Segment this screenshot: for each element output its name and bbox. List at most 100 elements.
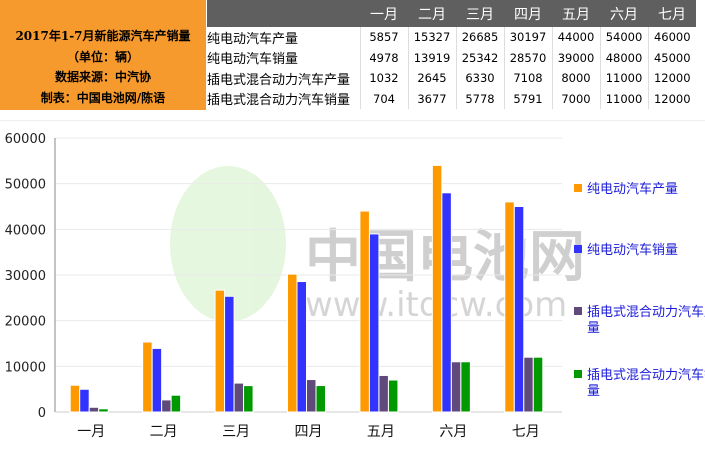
bar: [88, 406, 100, 413]
bar: [431, 164, 443, 413]
row-label: 纯电动汽车产量: [207, 31, 299, 47]
table-header-month: 五月: [552, 0, 600, 27]
table-cell: 48000: [599, 47, 648, 68]
table-cell: 46000: [647, 27, 696, 48]
table-cell: 1032: [359, 68, 408, 89]
table-cell: 704: [359, 88, 408, 109]
info-unit: （单位：辆）: [66, 49, 139, 64]
table-row: 纯电动汽车销量 4978 13919 25342 28570 39000 48000 4500…: [207, 47, 696, 68]
table-cell: 30197: [503, 27, 552, 48]
table-cell: 12000: [647, 88, 696, 109]
info-maker: 制表：中国电池网/陈语: [40, 90, 166, 105]
table-row: 插电式混合动力汽车产量 1032 2645 6330 7108 8000 11000 1200…: [207, 68, 696, 89]
table-header-month: 七月: [648, 0, 696, 27]
y-tick-label: 10000: [5, 360, 46, 375]
info-title: 2017年1-7月新能源汽车产销量: [15, 29, 191, 43]
y-tick-label: 50000: [5, 178, 46, 193]
bar: [170, 394, 182, 413]
table-cell: 26685: [455, 27, 504, 48]
legend-label: 纯电动汽车产量: [587, 181, 678, 197]
legend-swatch: [574, 370, 582, 378]
bar: [450, 361, 462, 413]
table-cell: 5857: [359, 27, 408, 48]
bar: [161, 399, 172, 413]
bar: [460, 361, 471, 413]
bar: [315, 385, 326, 413]
row-label: 插电式混合动力汽车销量: [207, 93, 351, 109]
table-cell: 2645: [407, 68, 456, 89]
bar: [532, 356, 544, 413]
legend-swatch: [574, 245, 582, 253]
table-header-month: 三月: [456, 0, 504, 27]
table-cell: 6330: [455, 68, 504, 89]
x-tick-label: 二月: [150, 424, 178, 440]
table-cell: 44000: [551, 27, 600, 48]
bar: [378, 374, 389, 413]
x-tick-label: 四月: [295, 424, 323, 440]
legend-swatch: [574, 307, 582, 315]
legend-label: 纯电动汽车销量: [587, 242, 678, 258]
bar: [513, 206, 525, 413]
legend-label: 插电式混合动力汽车销量: [587, 367, 705, 399]
x-tick-label: 七月: [512, 424, 540, 440]
table-cell: 5778: [455, 88, 504, 109]
table-cell: 3677: [407, 88, 456, 109]
bar: [69, 384, 81, 413]
bar: [296, 281, 307, 413]
table-cell: 39000: [551, 47, 600, 68]
y-tick-label: 60000: [5, 132, 46, 147]
x-tick-label: 三月: [222, 424, 250, 440]
bar: [368, 233, 380, 413]
table-cell: 45000: [647, 47, 696, 68]
row-label: 插电式混合动力汽车产量: [207, 72, 351, 88]
table-cell: 13919: [407, 47, 456, 68]
table-header-month: 四月: [504, 0, 552, 27]
bar: [441, 192, 452, 413]
bar: [359, 210, 370, 413]
bar-chart: 中国电池网 www.itdcw.com 01000020000300004000…: [0, 120, 705, 440]
table-header-month: 一月: [360, 0, 408, 27]
table-cell: 4978: [359, 47, 408, 68]
table-cell: 28570: [503, 47, 552, 68]
watermark-logo-icon: [170, 166, 286, 322]
y-tick-label: 0: [38, 406, 46, 421]
x-tick-label: 一月: [77, 424, 105, 440]
info-source: 数据来源：中汽协: [54, 70, 151, 84]
table-header-month: 二月: [408, 0, 456, 27]
bar: [79, 388, 90, 413]
table-cell: 8000: [551, 68, 600, 89]
data-table: 一月 二月 三月 四月 五月 六月 七月纯电动汽车产量 5857 15327 26685 30197…: [207, 0, 696, 109]
x-tick-label: 六月: [439, 424, 467, 440]
table-cell: 7108: [503, 68, 552, 89]
bar: [243, 385, 254, 413]
table-cell: 11000: [599, 68, 648, 89]
table-cell: 11000: [599, 88, 648, 109]
bar: [306, 379, 317, 413]
bar: [504, 201, 515, 413]
table-cell: 12000: [647, 68, 696, 89]
table-cell: 5791: [503, 88, 552, 109]
y-tick-label: 30000: [5, 269, 46, 284]
bar: [233, 382, 245, 413]
table-cell: 7000: [551, 88, 600, 109]
y-tick-label: 20000: [5, 315, 46, 330]
table-row: 插电式混合动力汽车销量 704 3677 5778 5791 7000 11000 12000: [207, 88, 696, 109]
bar: [287, 273, 298, 413]
x-tick-label: 五月: [367, 424, 395, 440]
bar: [142, 341, 153, 413]
bar: [224, 295, 235, 413]
info-panel: 2017年1-7月新能源汽车产销量 （单位：辆） 数据来源：中汽协 制表：中国电…: [0, 0, 206, 110]
table-header-month: 六月: [600, 0, 648, 27]
row-label: 纯电动汽车销量: [207, 52, 299, 68]
bar: [387, 379, 399, 413]
y-tick-label: 40000: [5, 223, 46, 238]
bar: [523, 356, 534, 413]
table-cell: 54000: [599, 27, 648, 48]
bar: [151, 347, 163, 413]
table-row: 纯电动汽车产量 5857 15327 26685 30197 44000 54000 4600…: [207, 27, 696, 48]
table-cell: 15327: [407, 27, 456, 48]
table-cell: 25342: [455, 47, 504, 68]
legend-label: 插电式混合动力汽车产量: [587, 304, 705, 336]
legend-swatch: [574, 184, 582, 192]
bar: [98, 408, 109, 413]
